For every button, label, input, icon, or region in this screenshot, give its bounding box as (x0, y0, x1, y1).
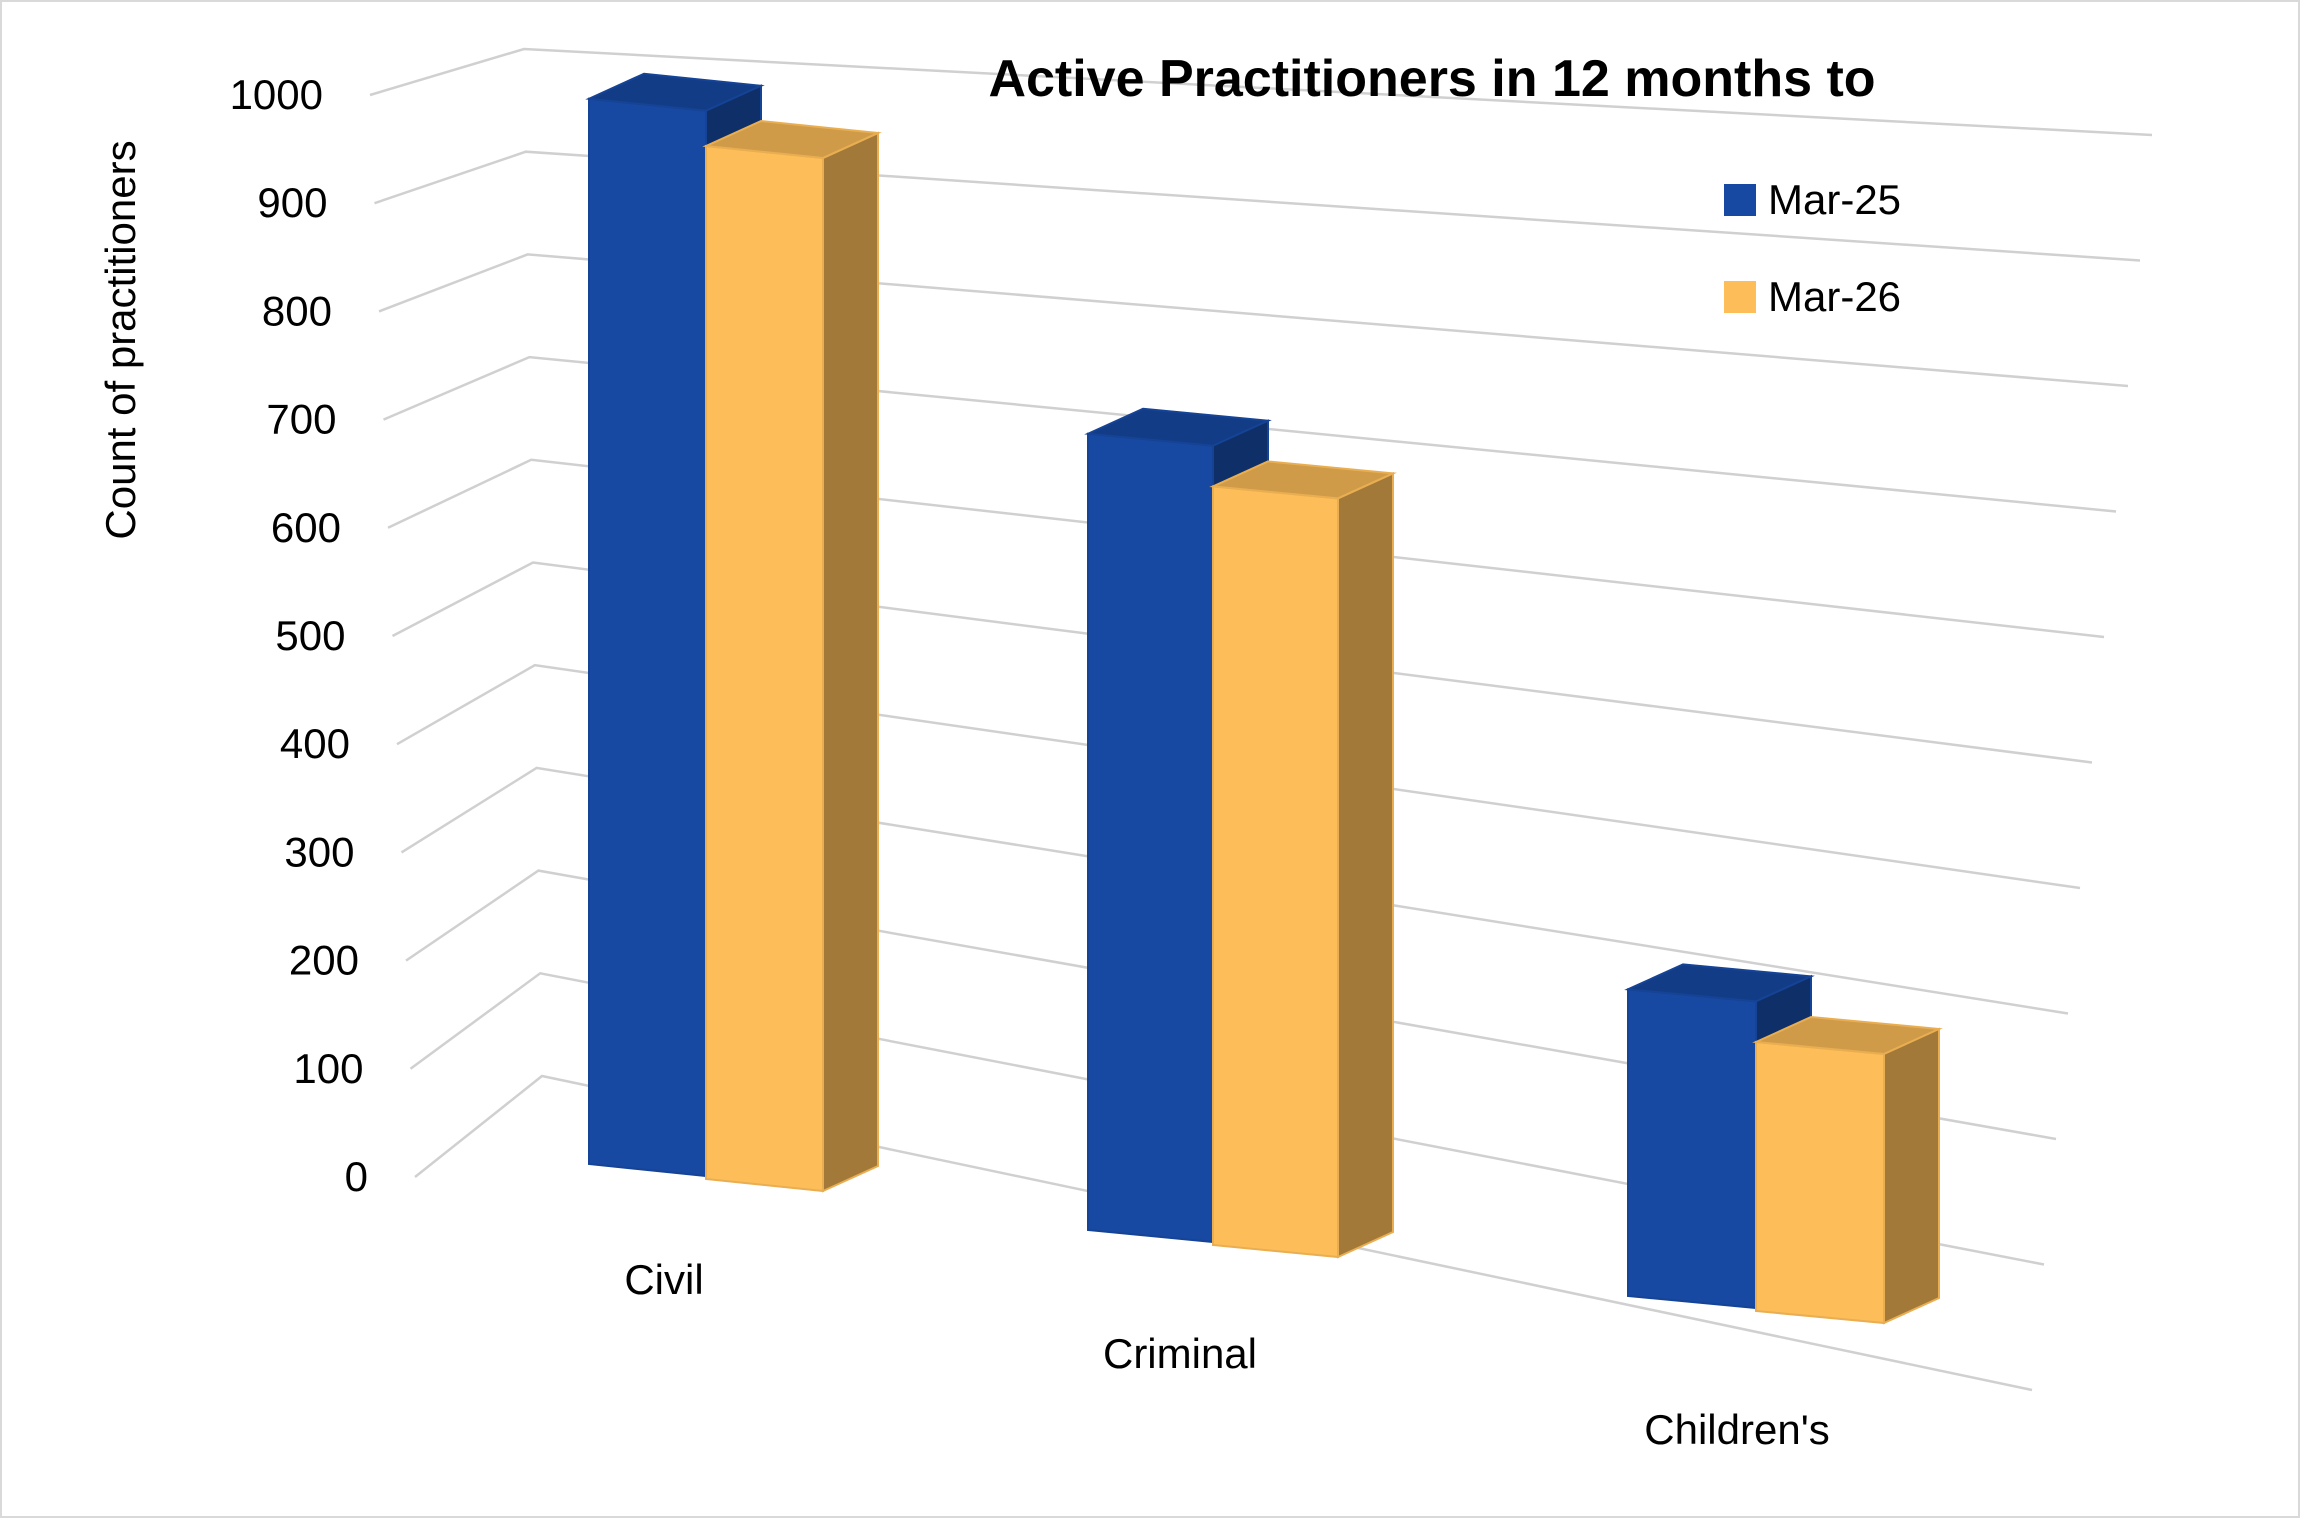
bars (585, 72, 1943, 1325)
bar-side-Mar-26-Children's (1883, 1027, 1940, 1325)
gridline-300 (400, 766, 2069, 1015)
bar-side-Mar-26-Criminal (1337, 471, 1394, 1259)
y-tick-label: 600 (271, 504, 341, 551)
legend-swatch (1724, 281, 1756, 313)
y-axis-title: Count of practitioners (97, 140, 144, 539)
gridline-700 (383, 355, 2117, 513)
bar-Mar-25-Criminal (1087, 432, 1214, 1244)
legend-swatch (1724, 184, 1756, 216)
y-tick-label: 900 (257, 179, 327, 226)
bar-side-Mar-26-Civil (822, 131, 879, 1193)
y-tick-label: 0 (345, 1153, 368, 1200)
bar-Mar-25-Civil (588, 97, 707, 1178)
y-tick-label: 100 (293, 1045, 363, 1092)
legend: Mar-25 Mar-26 (1724, 176, 1901, 320)
bar-Mar-26-Criminal (1212, 485, 1339, 1259)
legend-label: Mar-26 (1768, 273, 1901, 320)
y-tick-label: 300 (284, 828, 354, 875)
category-labels: Civil Criminal Children's (624, 1256, 1829, 1453)
gridline-200 (405, 869, 2057, 1141)
gridline-100 (409, 971, 2045, 1266)
chart-title: Active Practitioners in 12 months to (988, 50, 1875, 108)
gridline-400 (396, 663, 2081, 890)
x-category-label: Criminal (1103, 1330, 1257, 1377)
y-tick-labels: 0 100 200 300 400 500 600 700 800 900 1000 (230, 71, 368, 1200)
y-tick-label: 800 (262, 287, 332, 334)
gridline-800 (378, 253, 2129, 388)
gridline-500 (391, 561, 2093, 764)
y-tick-label: 1000 (230, 71, 323, 118)
bar-Mar-25-Children's (1627, 988, 1757, 1310)
bar-Mar-26-Civil (705, 144, 824, 1193)
x-category-label: Children's (1644, 1406, 1829, 1453)
x-category-label: Civil (624, 1256, 703, 1303)
y-tick-label: 200 (289, 937, 359, 984)
y-tick-label: 700 (266, 396, 336, 443)
gridlines (369, 47, 2153, 1392)
y-tick-label: 400 (280, 720, 350, 767)
y-tick-label: 500 (275, 612, 345, 659)
legend-label: Mar-25 (1768, 176, 1901, 223)
gridline-900 (374, 150, 2141, 262)
gridline-0 (414, 1074, 2033, 1392)
gridline-600 (387, 458, 2105, 639)
gridline-1000 (369, 47, 2153, 137)
bar-Mar-26-Children's (1755, 1040, 1885, 1325)
